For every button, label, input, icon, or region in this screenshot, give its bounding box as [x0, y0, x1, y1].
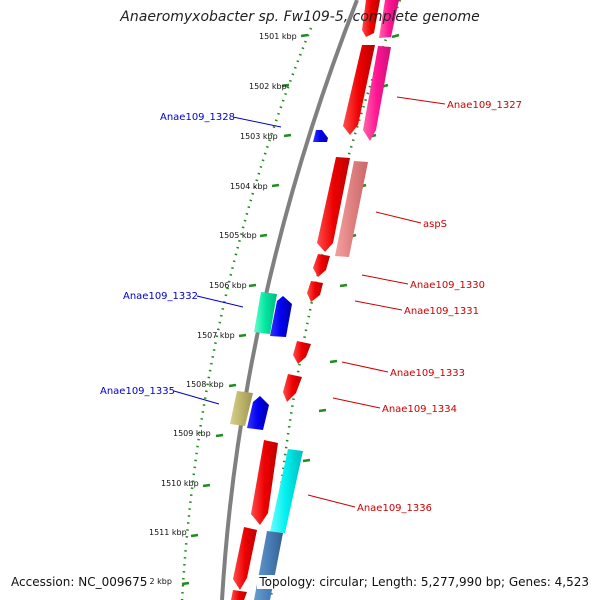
gene-label-asps: aspS [423, 219, 447, 230]
gene-arrow [317, 157, 350, 252]
gene-label-anae109-1333: Anae109_1333 [390, 368, 465, 379]
gene-label-anae109-1332: Anae109_1332 [123, 291, 198, 302]
accession-text: Accession: NC_009675 [9, 575, 150, 589]
kbp-tick-label: 1505 kbp [219, 231, 257, 240]
kbp-tick-label: 1501 kbp [259, 32, 297, 41]
kbp-tick-label: 1503 kbp [240, 132, 278, 141]
gene-arrow [362, 0, 380, 37]
gene-arrow [230, 391, 253, 426]
gene-arrow [270, 296, 292, 337]
gene-arrow [343, 45, 375, 135]
gene-arrow [335, 161, 368, 257]
gene-arrow [270, 449, 303, 533]
kbp-tick-label: 1510 kbp [161, 479, 199, 488]
kbp-ticks: 1501 kbp 1502 kbp 1503 kbp 1504 kbp 1505… [147, 32, 309, 586]
gene-arrow [247, 396, 269, 430]
kbp-tick-label: 1506 kbp [209, 281, 247, 290]
inner-tick-ring [180, 27, 313, 600]
kbp-tick-label: 1502 kbp [249, 82, 287, 91]
gene-label-anae109-1334: Anae109_1334 [382, 404, 457, 415]
gene-label-anae109-1336: Anae109_1336 [357, 503, 432, 514]
gene-arrow [231, 590, 247, 600]
kbp-tick-label: 1511 kbp [149, 528, 187, 537]
gene-arrow [254, 292, 277, 334]
kbp-tick-label: .2 kbp [147, 577, 172, 586]
gene-arrow [313, 254, 330, 277]
gene-arrow [379, 0, 399, 38]
gene-label-anae109-1331: Anae109_1331 [404, 306, 479, 317]
gene-label-anae109-1327: Anae109_1327 [447, 100, 522, 111]
kbp-tick-label: 1504 kbp [230, 182, 268, 191]
gene-arrow [363, 46, 391, 141]
gene-arrow [307, 281, 323, 302]
genome-title: Anaeromyxobacter sp. Fw109-5, complete g… [120, 9, 480, 25]
gene-label-anae109-1328: Anae109_1328 [160, 112, 235, 123]
gene-arrow [254, 531, 283, 600]
gene-arrow [233, 527, 257, 590]
gene-arrow [283, 374, 302, 402]
genome-summary-text: Topology: circular; Length: 5,277,990 bp… [257, 575, 591, 589]
kbp-tick-label: 1507 kbp [197, 331, 235, 340]
gene-label-anae109-1335: Anae109_1335 [100, 386, 175, 397]
gene-arrow [313, 130, 328, 142]
gene-label-anae109-1330: Anae109_1330 [410, 280, 485, 291]
kbp-tick-label: 1508 kbp [186, 380, 224, 389]
kbp-tick-label: 1509 kbp [173, 429, 211, 438]
label-leaders [173, 96, 446, 508]
gene-arrow [251, 440, 278, 525]
gene-arrow [293, 341, 311, 364]
gene-labels: Anae109_1327 Anae109_1328 aspS Anae109_1… [100, 100, 522, 514]
